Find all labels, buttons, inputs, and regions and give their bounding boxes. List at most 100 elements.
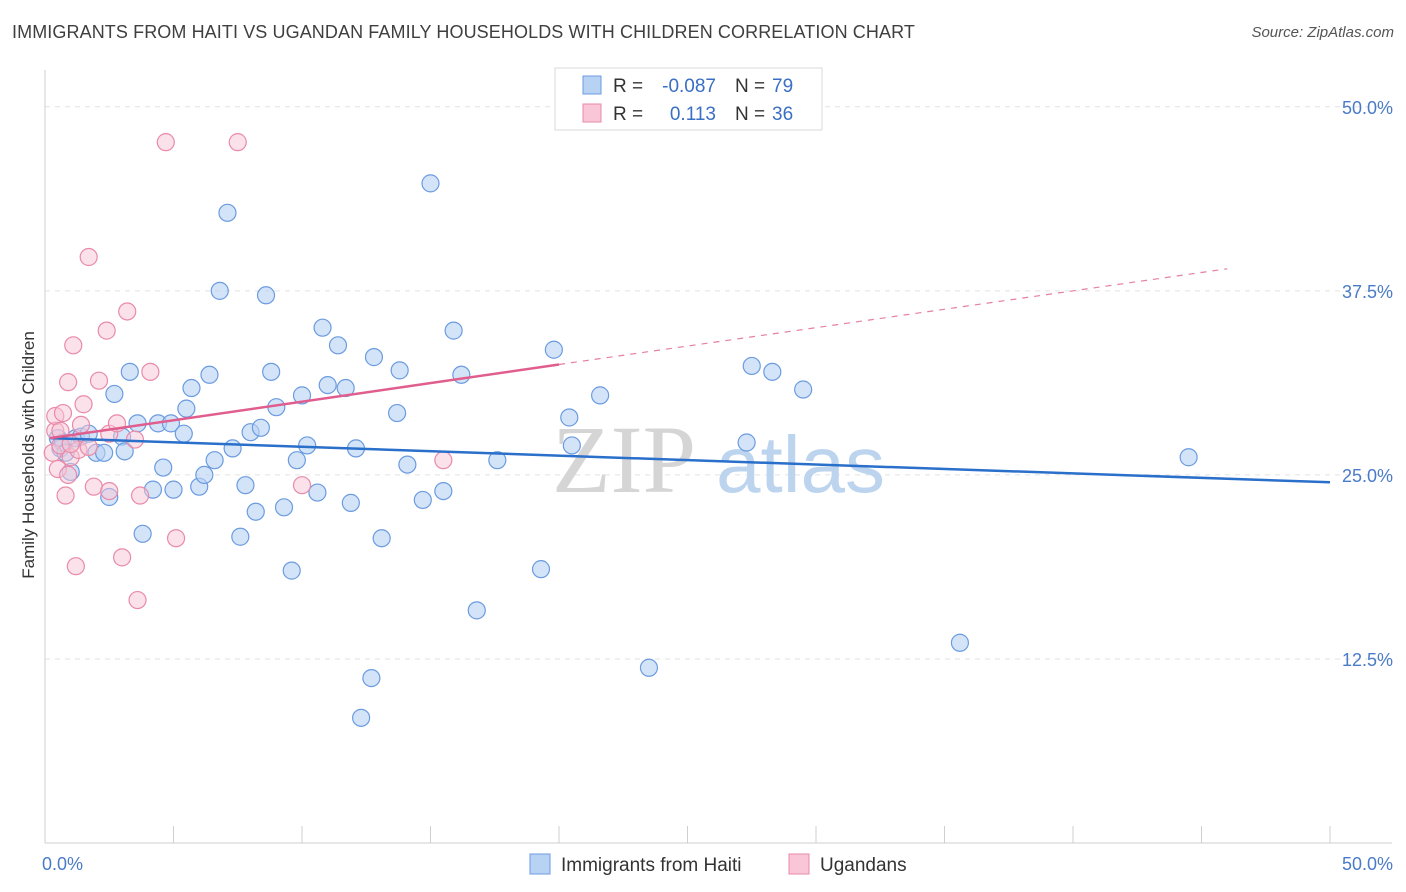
uganda-point-21 [100, 482, 119, 501]
haiti-point-31 [223, 439, 242, 458]
uganda-point-27 [130, 486, 150, 505]
haiti-point-11 [105, 384, 124, 404]
uganda-point-18 [89, 371, 109, 390]
haiti-point-67 [544, 340, 563, 359]
uganda-point-24 [118, 302, 137, 321]
uganda-point-5 [53, 403, 73, 423]
uganda-point-31 [228, 133, 247, 152]
chart-title: IMMIGRANTS FROM HAITI VS UGANDAN FAMILY … [12, 22, 915, 42]
uganda-point-19 [97, 321, 116, 340]
haiti-point-28 [205, 451, 224, 470]
legend-uganda-r-label: R = [613, 104, 643, 125]
haiti-point-64 [467, 601, 486, 620]
haiti-point-62 [444, 321, 463, 340]
haiti-point-30 [218, 203, 237, 222]
haiti-point-77 [1179, 448, 1198, 467]
haiti-point-37 [256, 286, 276, 305]
chart-source: Source: ZipAtlas.com [1251, 24, 1394, 41]
haiti-point-73 [742, 356, 761, 376]
series-label-haiti: Immigrants from Haiti [561, 855, 742, 876]
haiti-point-45 [308, 483, 327, 502]
uganda-point-28 [141, 362, 160, 381]
y-tick-label-0: 12.5% [1342, 650, 1393, 670]
haiti-point-9 [95, 443, 114, 462]
haiti-point-55 [372, 529, 391, 548]
legend-swatch-uganda [582, 103, 602, 123]
haiti-point-74 [763, 362, 782, 381]
uganda-point-6 [56, 486, 75, 505]
uganda-point-15 [79, 437, 98, 457]
haiti-point-63 [452, 365, 471, 384]
haiti-point-29 [210, 281, 229, 300]
haiti-point-54 [364, 348, 384, 367]
x-tick-label-min: 0.0% [42, 854, 83, 874]
haiti-point-24 [182, 378, 201, 398]
y-tick-label-3: 50.0% [1342, 98, 1393, 118]
haiti-point-35 [246, 502, 265, 521]
haiti-point-22 [174, 424, 193, 443]
x-tick-label-max: 50.0% [1342, 854, 1393, 874]
correlation-legend: R = -0.087 N = 79 R = 0.113 N = 36 [554, 67, 823, 131]
series-swatch-haiti [529, 853, 551, 875]
uganda-point-33 [434, 451, 453, 470]
y-tick-labels: 12.5% 25.0% 37.5% 50.0% [1342, 98, 1393, 670]
haiti-point-16 [133, 524, 152, 543]
haiti-point-14 [120, 362, 139, 381]
legend-uganda-n-value: 36 [772, 104, 793, 125]
haiti-point-52 [352, 708, 371, 727]
haiti-point-13 [115, 442, 134, 461]
haiti-point-72 [737, 433, 756, 452]
haiti-trend-line [50, 436, 1331, 484]
haiti-point-27 [200, 365, 219, 384]
haiti-point-48 [328, 336, 348, 355]
haiti-point-57 [390, 361, 409, 380]
uganda-point-26 [128, 590, 147, 610]
haiti-point-44 [298, 436, 317, 455]
haiti-point-32 [231, 527, 250, 546]
haiti-point-61 [434, 482, 453, 501]
haiti-point-59 [413, 490, 432, 510]
haiti-point-66 [531, 560, 551, 579]
series-legend: Immigrants from Haiti Ugandans [529, 853, 907, 876]
haiti-point-75 [794, 380, 813, 399]
watermark: ZIP atlas [552, 406, 885, 513]
series-label-uganda: Ugandans [820, 855, 907, 876]
haiti-point-76 [950, 633, 970, 652]
y-tick-label-2: 37.5% [1342, 282, 1393, 302]
legend-haiti-n-value: 79 [772, 76, 793, 97]
haiti-point-26 [195, 465, 214, 485]
haiti-point-68 [560, 408, 579, 427]
uganda-point-29 [156, 133, 175, 152]
series-swatch-uganda [788, 853, 810, 875]
legend-swatch-haiti [582, 75, 602, 95]
haiti-point-58 [398, 455, 417, 474]
legend-haiti-r-label: R = [613, 76, 643, 97]
haiti-point-53 [362, 668, 381, 688]
haiti-point-65 [488, 451, 507, 470]
haiti-point-46 [313, 318, 332, 337]
haiti-point-23 [177, 399, 196, 418]
uganda-point-14 [74, 395, 93, 414]
haiti-point-56 [387, 403, 407, 423]
uganda-point-10 [64, 336, 83, 355]
haiti-point-41 [282, 561, 301, 580]
haiti-point-42 [287, 451, 306, 470]
haiti-point-71 [639, 658, 659, 677]
uganda-point-13 [71, 415, 91, 434]
legend-haiti-n-label: N = [735, 76, 765, 97]
legend-uganda-n-label: N = [735, 104, 765, 125]
legend-haiti-r-value: -0.087 [662, 76, 716, 97]
legend-uganda-r-value: 0.113 [670, 104, 716, 125]
uganda-point-23 [112, 548, 132, 567]
uganda-point-8 [59, 465, 78, 485]
haiti-point-50 [341, 493, 360, 512]
haiti-point-38 [262, 362, 281, 381]
y-tick-label-1: 25.0% [1342, 466, 1393, 486]
haiti-point-60 [421, 174, 440, 193]
uganda-point-32 [292, 476, 312, 495]
y-axis-label: Family Households with Children [19, 331, 38, 579]
haiti-point-47 [318, 375, 337, 395]
haiti-point-40 [274, 498, 294, 517]
uganda-point-30 [166, 529, 186, 548]
